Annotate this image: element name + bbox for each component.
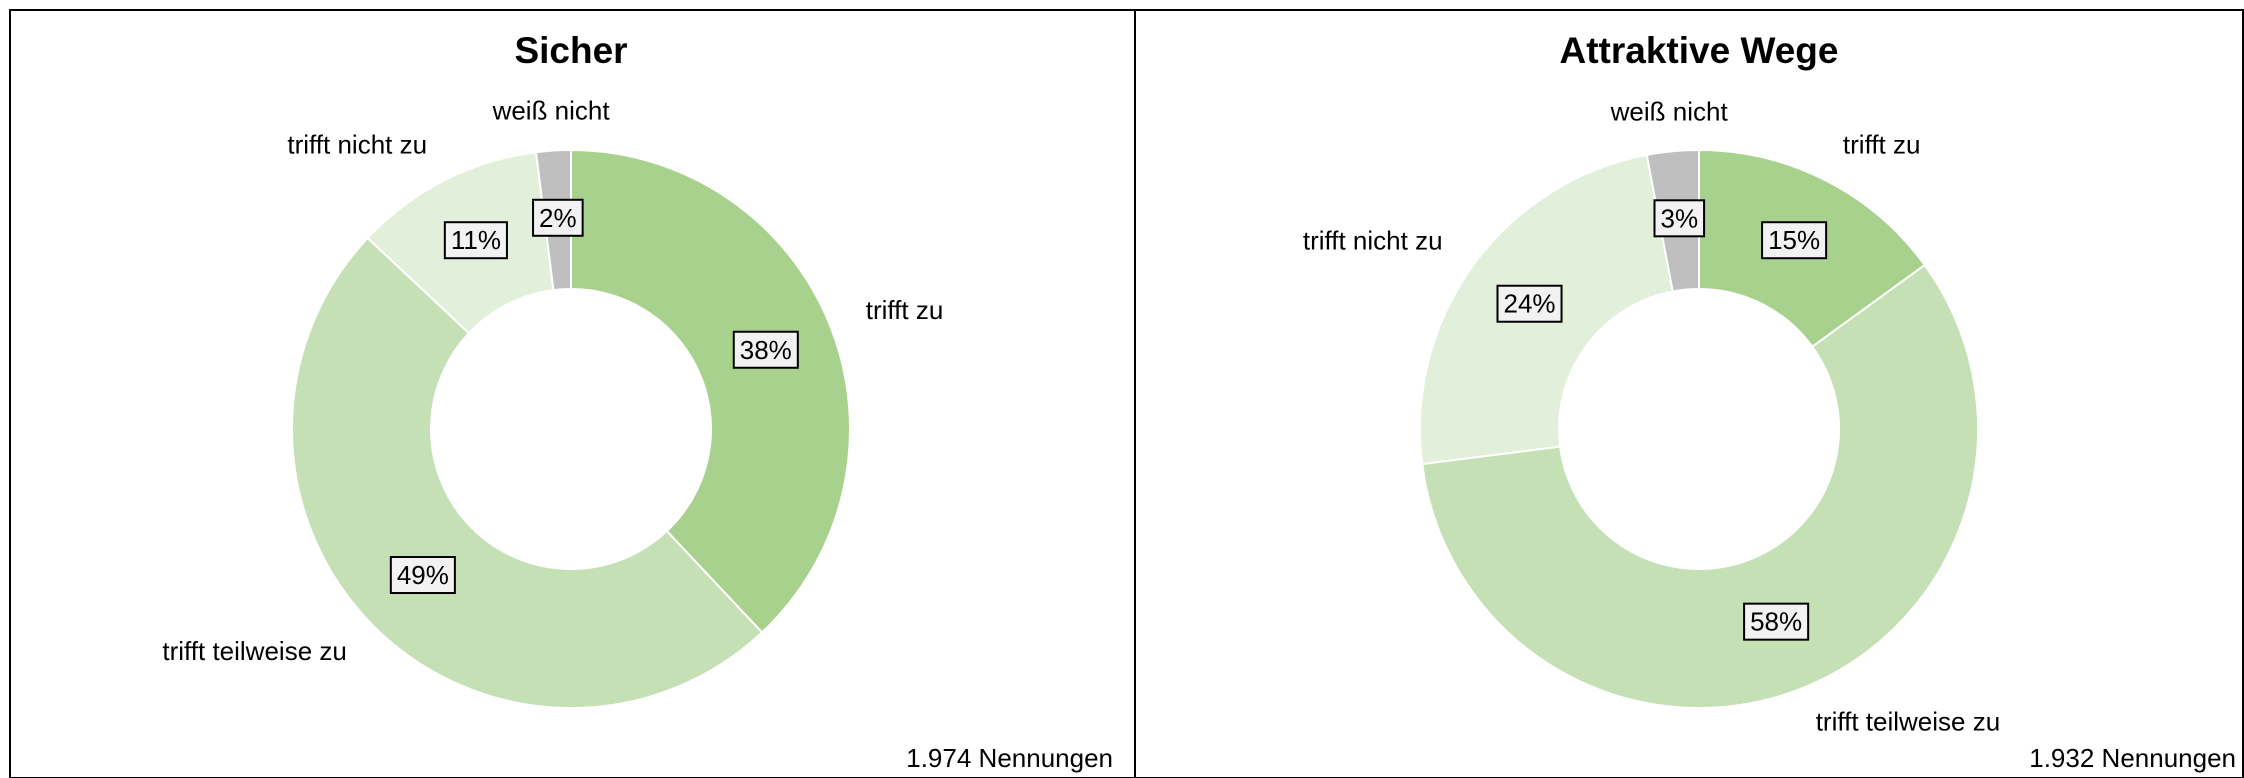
- data-label: 58%: [1750, 607, 1802, 637]
- category-label: weiß nicht: [492, 96, 611, 126]
- data-label-box: [732, 330, 799, 369]
- category-label: trifft zu: [1843, 129, 1921, 159]
- data-label-box: [443, 221, 508, 260]
- data-label-box: [1496, 284, 1563, 323]
- category-label: trifft nicht zu: [1303, 226, 1443, 256]
- data-label: 24%: [1503, 289, 1555, 319]
- data-label-box: [389, 556, 456, 595]
- chart-title: Attraktive Wege: [1560, 30, 1839, 71]
- category-label: trifft nicht zu: [287, 129, 427, 159]
- data-label: 15%: [1768, 225, 1820, 255]
- category-label: weiß nicht: [1610, 96, 1729, 126]
- slice: [1421, 263, 1979, 709]
- category-label: trifft zu: [866, 295, 944, 325]
- data-label: 38%: [740, 335, 792, 365]
- category-label: trifft teilweise zu: [162, 636, 346, 666]
- data-label-box: [532, 198, 584, 237]
- data-label: 49%: [397, 560, 449, 590]
- note: 1.932 Nennungen: [2029, 743, 2236, 773]
- data-label: 3%: [1660, 203, 1698, 233]
- data-label-box: [1743, 602, 1810, 641]
- slice: [570, 148, 851, 634]
- chart-title: Sicher: [514, 30, 627, 71]
- panel: [1134, 9, 2244, 778]
- data-label-box: [1653, 199, 1706, 238]
- data-label: 11%: [451, 225, 501, 255]
- data-label: 2%: [539, 203, 577, 233]
- data-label-box: [1761, 221, 1828, 260]
- note: 1.974 Nennungen: [906, 743, 1113, 773]
- category-label: trifft teilweise zu: [1816, 707, 2000, 737]
